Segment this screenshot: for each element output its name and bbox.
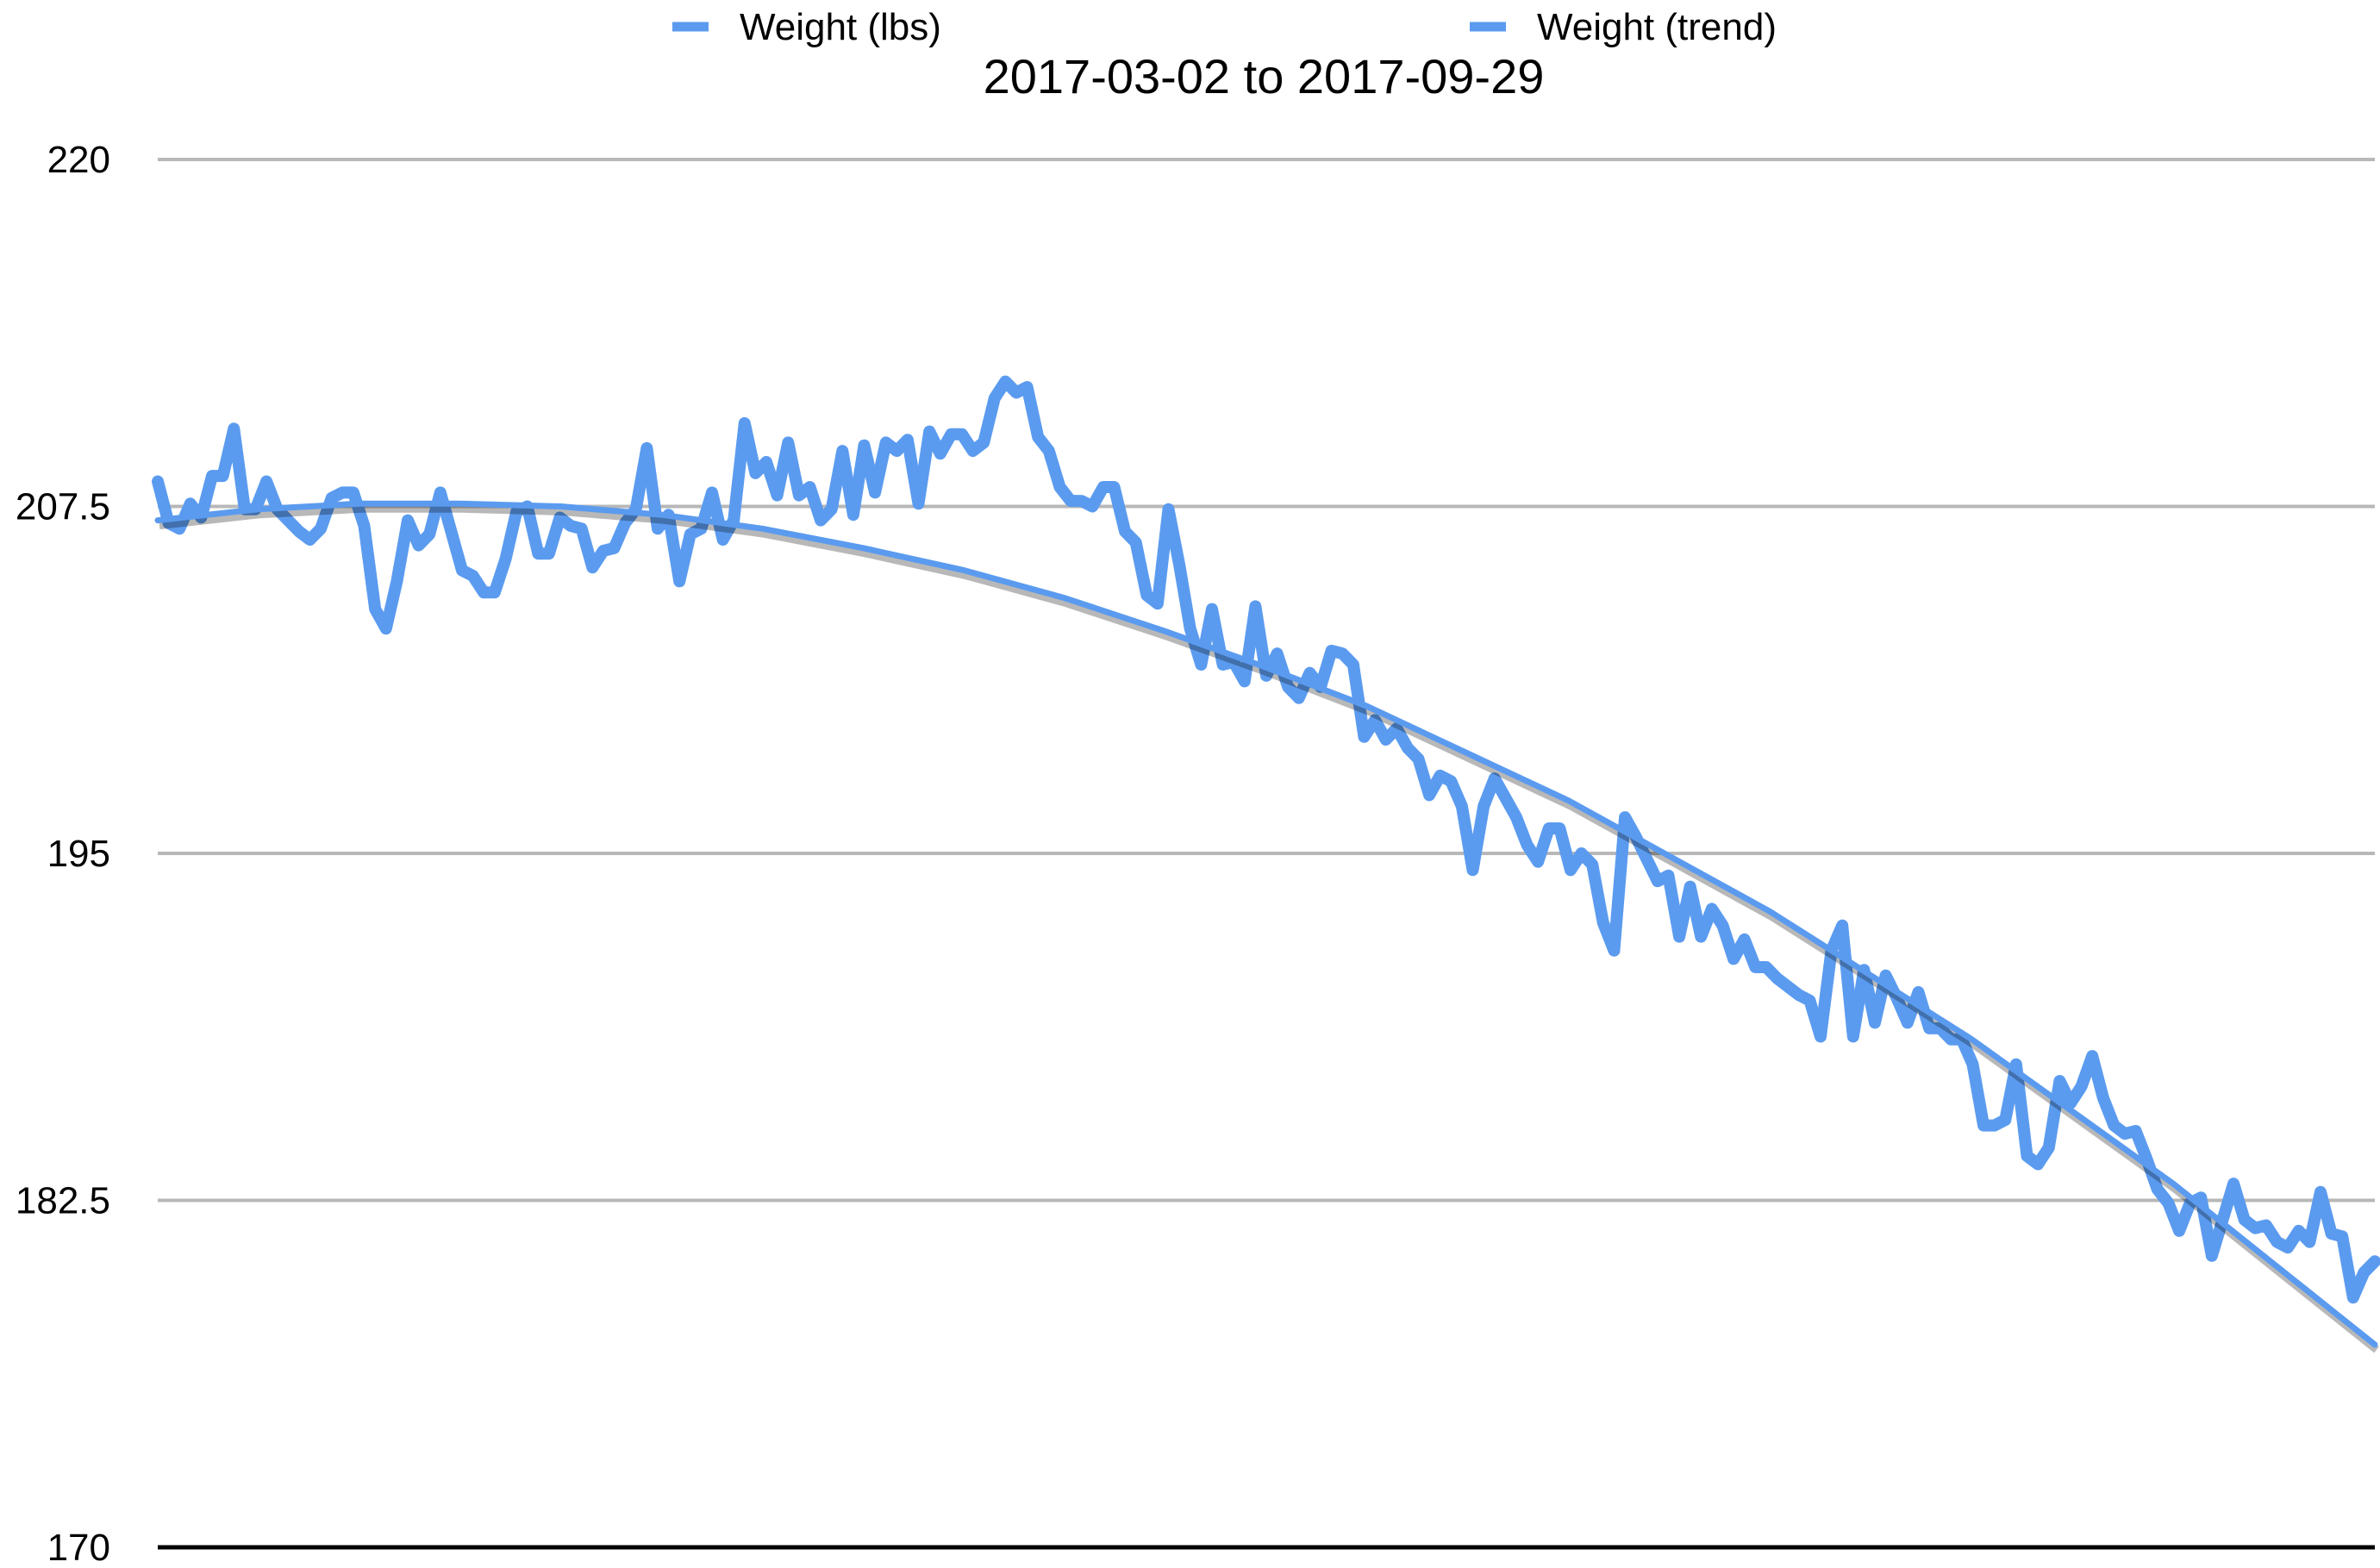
- y-tick-label: 220: [47, 139, 110, 181]
- y-tick-label: 195: [47, 833, 110, 875]
- legend-label: Weight (lbs): [740, 6, 941, 48]
- y-tick-label: 207.5: [16, 486, 110, 528]
- gridlines: [158, 158, 2375, 1550]
- y-axis-tick-labels: 170 182.5 195 207.5 220: [16, 139, 110, 1568]
- legend-label: Weight (trend): [1537, 6, 1777, 48]
- series-line-weight-trend: [154, 500, 2378, 1348]
- y-tick-label: 170: [47, 1527, 110, 1568]
- legend: Weight (lbs) Weight (trend): [672, 6, 1777, 48]
- chart-title: 2017-03-02 to 2017-09-29: [984, 49, 1545, 103]
- series-line-weight-lbs: [152, 375, 2380, 1304]
- y-tick-label: 182.5: [16, 1180, 110, 1222]
- series-layer: [152, 375, 2380, 1353]
- series-trend-shadow: [159, 504, 2379, 1353]
